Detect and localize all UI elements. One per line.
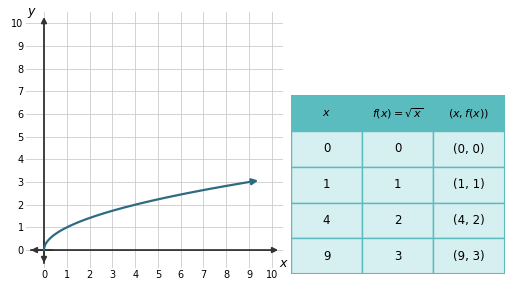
FancyBboxPatch shape — [362, 238, 434, 274]
FancyBboxPatch shape — [434, 131, 505, 167]
FancyBboxPatch shape — [362, 203, 434, 238]
FancyBboxPatch shape — [291, 95, 362, 131]
Text: $x$: $x$ — [322, 108, 331, 118]
FancyBboxPatch shape — [434, 167, 505, 203]
FancyBboxPatch shape — [362, 131, 434, 167]
FancyBboxPatch shape — [362, 95, 434, 131]
Text: 0: 0 — [394, 142, 402, 156]
FancyBboxPatch shape — [291, 238, 362, 274]
Text: 1: 1 — [323, 178, 330, 191]
FancyBboxPatch shape — [434, 238, 505, 274]
Text: (1, 1): (1, 1) — [453, 178, 485, 191]
Text: 3: 3 — [394, 250, 402, 263]
FancyBboxPatch shape — [291, 167, 362, 203]
FancyBboxPatch shape — [291, 203, 362, 238]
Text: $f(x) = \sqrt{x}$: $f(x) = \sqrt{x}$ — [372, 106, 423, 121]
Text: (9, 3): (9, 3) — [453, 250, 485, 263]
FancyBboxPatch shape — [434, 95, 505, 131]
Text: 4: 4 — [323, 214, 330, 227]
Text: y: y — [28, 5, 35, 18]
Text: x: x — [280, 257, 287, 270]
Text: 0: 0 — [323, 142, 330, 156]
Text: (4, 2): (4, 2) — [453, 214, 485, 227]
FancyBboxPatch shape — [434, 203, 505, 238]
Text: 9: 9 — [323, 250, 330, 263]
FancyBboxPatch shape — [362, 167, 434, 203]
Text: (0, 0): (0, 0) — [453, 142, 485, 156]
Text: $(x, f(x))$: $(x, f(x))$ — [449, 107, 490, 120]
FancyBboxPatch shape — [291, 131, 362, 167]
Text: 2: 2 — [394, 214, 402, 227]
Text: 1: 1 — [394, 178, 402, 191]
